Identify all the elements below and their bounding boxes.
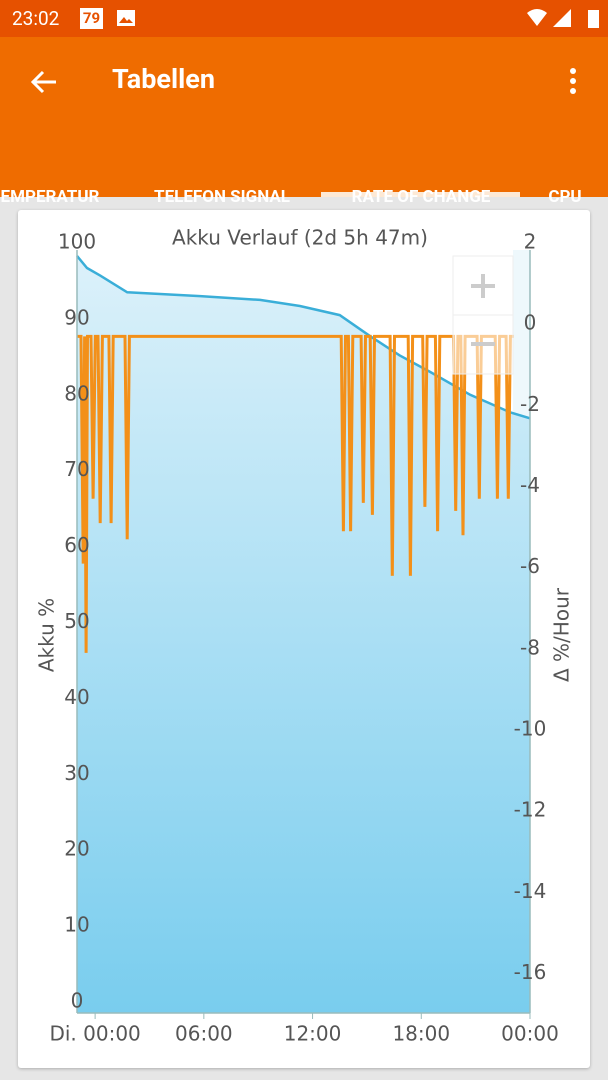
tab[interactable]: EMPERATUR xyxy=(0,187,100,207)
chart-title: Akku Verlauf (2d 5h 47m) xyxy=(172,226,428,250)
x-tick-label: 18:00 xyxy=(392,1022,450,1046)
y2-tick-label: 2 xyxy=(524,230,537,254)
system-icons xyxy=(527,9,599,28)
zoom-in[interactable] xyxy=(471,274,495,298)
x-tick-label: Di. 00:00 xyxy=(49,1022,140,1046)
y-tick-label: 60 xyxy=(64,533,89,557)
y-tick-label: 40 xyxy=(64,685,89,709)
y2-tick-label: -16 xyxy=(514,960,547,984)
y-tick-label: 50 xyxy=(64,609,89,633)
y2-tick-label: 0 xyxy=(524,311,537,335)
y2-tick-label: -8 xyxy=(520,635,540,659)
x-tick-label: 00:00 xyxy=(501,1022,559,1046)
menu-button[interactable] xyxy=(566,67,580,95)
tab[interactable]: CPU xyxy=(548,187,582,207)
zoom-controls xyxy=(452,255,514,375)
y-axis-label: Akku % xyxy=(35,598,59,672)
y2-tick-label: -4 xyxy=(520,473,540,497)
y2-axis-label: Δ %/Hour xyxy=(550,587,574,682)
y-tick-label: 0 xyxy=(71,989,84,1013)
y2-tick-label: -2 xyxy=(520,392,540,416)
y2-tick-label: -10 xyxy=(514,717,547,741)
x-tick-label: 06:00 xyxy=(175,1022,233,1046)
app-title: Tabellen xyxy=(112,63,215,95)
status-bar: 23:02 79 xyxy=(0,0,608,37)
y-tick-label: 80 xyxy=(64,381,89,405)
y-tick-label: 70 xyxy=(64,457,89,481)
y2-tick-label: -6 xyxy=(520,554,540,578)
back-button[interactable] xyxy=(30,69,58,95)
battery-area xyxy=(77,255,530,1013)
y-tick-label: 10 xyxy=(64,913,89,937)
notification-badge: 79 xyxy=(80,8,103,29)
tab-indicator xyxy=(321,192,520,197)
x-tick-label: 12:00 xyxy=(284,1022,342,1046)
y2-tick-label: -14 xyxy=(514,879,547,903)
y-tick-label: 20 xyxy=(64,837,89,861)
clock: 23:02 xyxy=(12,7,60,30)
app-bar: Tabellen EMPERATUR TELEFON SIGNAL RATE OF … xyxy=(0,37,608,207)
y2-tick-label: -12 xyxy=(514,798,547,822)
tab[interactable]: TELEFON SIGNAL xyxy=(154,187,290,207)
y-tick-label: 30 xyxy=(64,761,89,785)
tab[interactable]: RATE OF CHANGE xyxy=(351,187,491,207)
y-tick-label: 100 xyxy=(58,230,96,254)
y-tick-label: 90 xyxy=(64,305,89,329)
image-icon xyxy=(117,10,135,26)
